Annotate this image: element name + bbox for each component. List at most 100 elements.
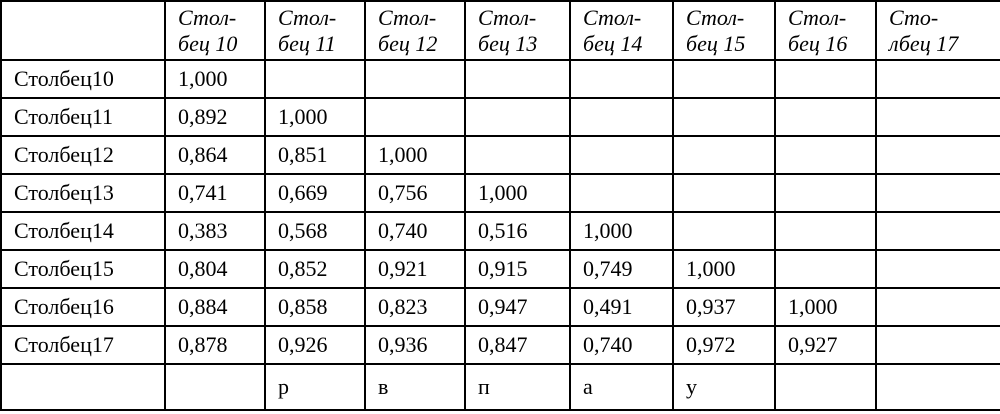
value-cell — [875, 325, 1000, 365]
table-row: Столбец17 0,878 0,926 0,936 0,847 0,740 … — [0, 325, 1000, 365]
footer-cell — [875, 363, 1000, 411]
header-row: Стол- бец 10 Стол- бец 11 Стол- бец 12 С… — [0, 0, 1000, 61]
value-cell: 0,947 — [464, 287, 571, 327]
value-cell: 0,847 — [464, 325, 571, 365]
value-cell: 0,852 — [264, 249, 366, 289]
value-cell — [364, 59, 466, 99]
value-cell: 1,000 — [364, 135, 466, 175]
footer-cell: п — [464, 363, 571, 411]
value-cell: 1,000 — [774, 287, 877, 327]
value-cell: 0,972 — [672, 325, 776, 365]
value-cell — [569, 173, 674, 213]
value-cell — [875, 249, 1000, 289]
value-cell: 1,000 — [264, 97, 366, 137]
header-cell-col12: Стол- бец 12 — [364, 0, 466, 61]
table-row: Столбец11 0,892 1,000 — [0, 97, 1000, 137]
value-cell — [875, 287, 1000, 327]
value-cell: 0,568 — [264, 211, 366, 251]
value-cell — [774, 59, 877, 99]
value-cell: 0,741 — [164, 173, 266, 213]
footer-cell: а — [569, 363, 674, 411]
value-cell — [569, 97, 674, 137]
value-cell — [672, 211, 776, 251]
value-cell: 0,921 — [364, 249, 466, 289]
footer-row: р в п а у — [0, 363, 1000, 411]
table-row: Столбец10 1,000 — [0, 59, 1000, 99]
header-cell-corner — [0, 0, 166, 61]
value-cell: 0,927 — [774, 325, 877, 365]
value-cell: 1,000 — [569, 211, 674, 251]
row-label: Столбец10 — [0, 59, 166, 99]
value-cell — [569, 59, 674, 99]
value-cell: 0,516 — [464, 211, 571, 251]
table-row: Столбец12 0,864 0,851 1,000 — [0, 135, 1000, 175]
value-cell — [774, 97, 877, 137]
value-cell — [774, 135, 877, 175]
value-cell: 0,858 — [264, 287, 366, 327]
value-cell: 0,884 — [164, 287, 266, 327]
value-cell — [774, 173, 877, 213]
header-cell-col13: Стол- бец 13 — [464, 0, 571, 61]
row-label: Столбец11 — [0, 97, 166, 137]
value-cell — [672, 135, 776, 175]
value-cell: 1,000 — [164, 59, 266, 99]
row-label: Столбец17 — [0, 325, 166, 365]
value-cell — [672, 173, 776, 213]
footer-cell: в — [364, 363, 466, 411]
header-cell-col11: Стол- бец 11 — [264, 0, 366, 61]
value-cell — [875, 173, 1000, 213]
footer-cell: у — [672, 363, 776, 411]
value-cell — [464, 135, 571, 175]
value-cell — [875, 211, 1000, 251]
row-label: Столбец13 — [0, 173, 166, 213]
value-cell: 0,851 — [264, 135, 366, 175]
value-cell: 0,804 — [164, 249, 266, 289]
value-cell: 0,823 — [364, 287, 466, 327]
row-label: Столбец12 — [0, 135, 166, 175]
value-cell: 0,915 — [464, 249, 571, 289]
value-cell — [464, 97, 571, 137]
value-cell — [774, 211, 877, 251]
value-cell: 1,000 — [464, 173, 571, 213]
footer-cell: р — [264, 363, 366, 411]
value-cell: 0,937 — [672, 287, 776, 327]
value-cell: 0,740 — [569, 325, 674, 365]
value-cell: 0,878 — [164, 325, 266, 365]
value-cell — [264, 59, 366, 99]
value-cell: 0,491 — [569, 287, 674, 327]
value-cell — [672, 97, 776, 137]
value-cell: 0,892 — [164, 97, 266, 137]
table-row: Столбец13 0,741 0,669 0,756 1,000 — [0, 173, 1000, 213]
value-cell — [875, 97, 1000, 137]
value-cell — [672, 59, 776, 99]
value-cell: 0,740 — [364, 211, 466, 251]
value-cell: 0,864 — [164, 135, 266, 175]
row-label: Столбец16 — [0, 287, 166, 327]
table-row: Столбец16 0,884 0,858 0,823 0,947 0,491 … — [0, 287, 1000, 327]
value-cell — [364, 97, 466, 137]
value-cell: 1,000 — [672, 249, 776, 289]
value-cell — [875, 59, 1000, 99]
footer-cell — [164, 363, 266, 411]
header-cell-col10: Стол- бец 10 — [164, 0, 266, 61]
value-cell: 0,756 — [364, 173, 466, 213]
row-label: Столбец14 — [0, 211, 166, 251]
value-cell: 0,383 — [164, 211, 266, 251]
value-cell — [569, 135, 674, 175]
table-row: Столбец14 0,383 0,568 0,740 0,516 1,000 — [0, 211, 1000, 251]
value-cell — [875, 135, 1000, 175]
value-cell: 0,669 — [264, 173, 366, 213]
value-cell — [464, 59, 571, 99]
footer-cell — [0, 363, 166, 411]
value-cell — [774, 249, 877, 289]
header-cell-col15: Стол- бец 15 — [672, 0, 776, 61]
value-cell: 0,926 — [264, 325, 366, 365]
table-row: Столбец15 0,804 0,852 0,921 0,915 0,749 … — [0, 249, 1000, 289]
header-cell-col16: Стол- бец 16 — [774, 0, 877, 61]
header-cell-col17: Сто- лбец 17 — [875, 0, 1000, 61]
row-label: Столбец15 — [0, 249, 166, 289]
value-cell: 0,749 — [569, 249, 674, 289]
header-cell-col14: Стол- бец 14 — [569, 0, 674, 61]
